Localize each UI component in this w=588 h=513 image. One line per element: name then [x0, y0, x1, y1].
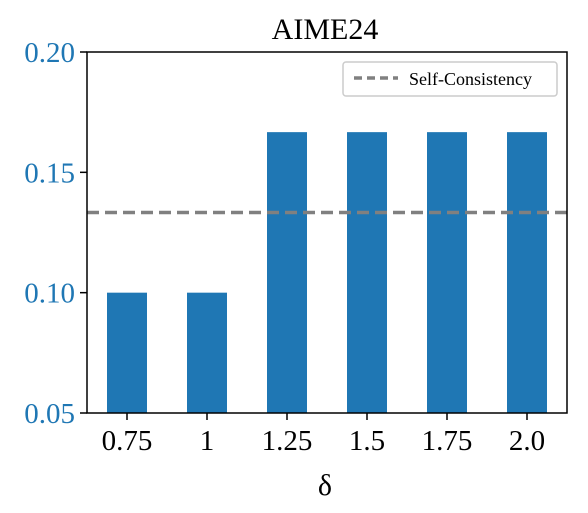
legend-label: Self-Consistency [409, 69, 532, 89]
x-tick-label: 1.25 [262, 425, 313, 457]
plot-frame [86, 51, 568, 414]
bar-1-25 [267, 132, 307, 413]
x-tick-label: 0.75 [102, 425, 153, 457]
y-tick-label: 0.15 [24, 157, 75, 189]
x-tick-label: 1.5 [349, 425, 385, 457]
x-axis-label: δ [318, 469, 332, 502]
x-tick-label: 2.0 [509, 425, 545, 457]
axes-group [86, 51, 568, 414]
x-tick-label: 1.75 [422, 425, 473, 457]
bar-2-0 [507, 132, 547, 413]
bar-1 [187, 292, 227, 413]
x-tick-label: 1 [200, 425, 215, 457]
legend: Self-Consistency [342, 61, 558, 97]
ticks-group: 0.05 0.10 0.15 0.20 0.75 1 1.25 1.5 1.75 2.0 [24, 37, 545, 457]
bar-1-75 [427, 132, 467, 413]
bars-group [107, 132, 547, 413]
legend-box [342, 61, 558, 97]
bar-1-5 [347, 132, 387, 413]
y-tick-label: 0.20 [24, 37, 75, 69]
bar-0-75 [107, 292, 147, 413]
y-tick-label: 0.05 [24, 398, 75, 430]
y-tick-label: 0.10 [24, 278, 75, 310]
chart-title: AIME24 [272, 13, 379, 46]
